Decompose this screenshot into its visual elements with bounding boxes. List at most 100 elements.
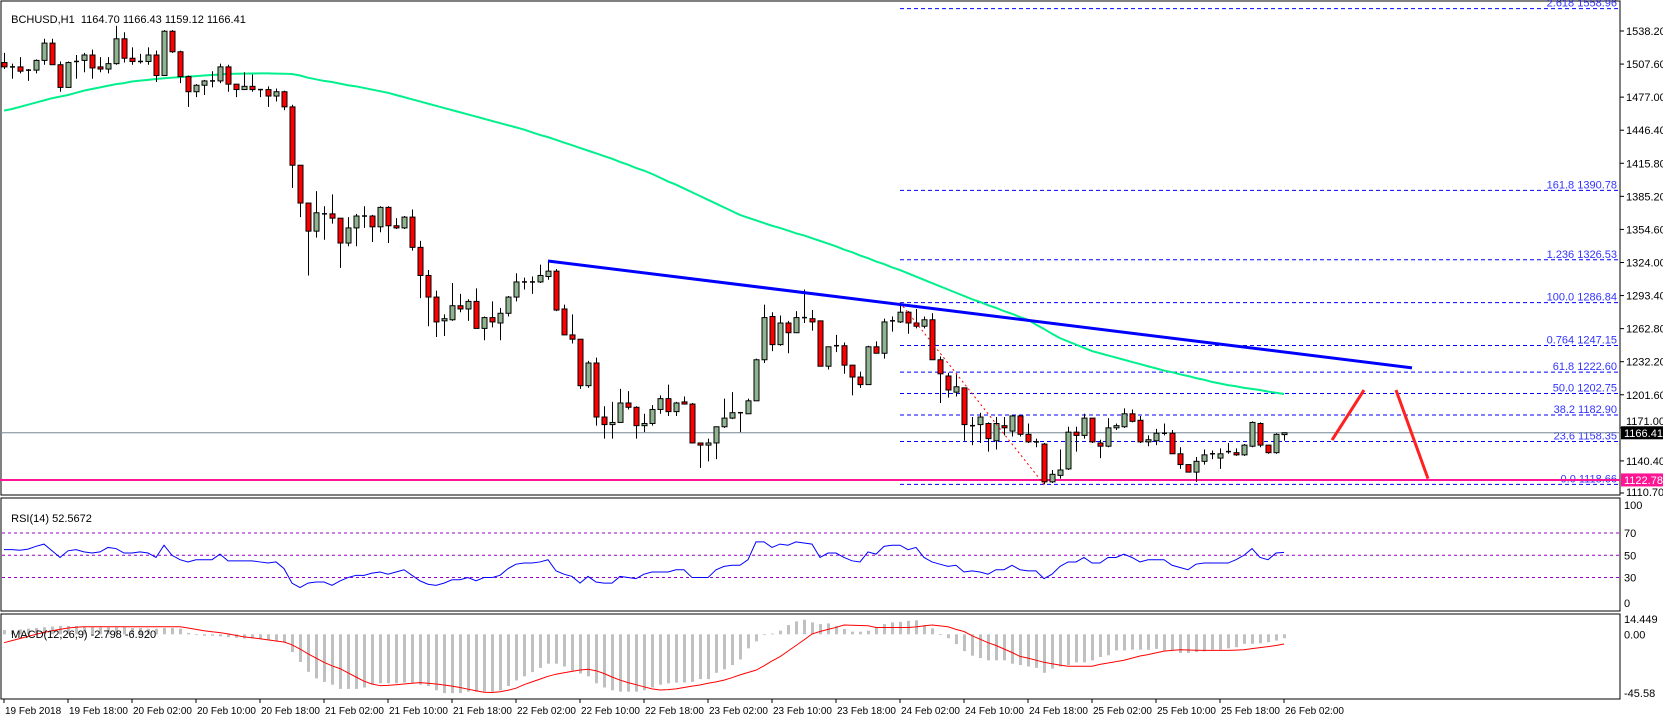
candle-body <box>249 85 256 91</box>
macd-main: -2.798 <box>90 629 122 641</box>
macd-histogram-bar <box>491 634 494 692</box>
candle <box>1185 464 1192 473</box>
time-tick-label: 23 Feb 10:00 <box>773 706 832 717</box>
candle <box>1217 448 1224 469</box>
candle-body <box>1185 464 1192 473</box>
candle-body <box>817 320 824 367</box>
fib-level-label: 2.618 1558.96 <box>1547 0 1617 10</box>
candle-body <box>1233 452 1240 456</box>
macd-histogram-bar <box>403 634 406 683</box>
candle-body <box>177 51 184 78</box>
macd-histogram-bar <box>763 634 766 636</box>
rsi-tick-label: 0 <box>1624 598 1630 610</box>
candle <box>593 357 600 426</box>
candle-body <box>1001 425 1008 429</box>
candle-body <box>633 406 640 427</box>
macd-histogram-bar <box>723 634 726 670</box>
macd-histogram-bar <box>635 634 638 692</box>
candle <box>273 88 280 102</box>
macd-histogram-bar <box>219 634 222 637</box>
candle <box>609 401 616 439</box>
candle-body <box>593 362 600 418</box>
projection-arrow-line <box>1394 389 1430 480</box>
candle <box>138 53 143 64</box>
candle <box>689 402 696 444</box>
candle <box>1273 433 1280 454</box>
candle-body <box>41 42 48 61</box>
candle-body <box>1241 444 1248 456</box>
macd-histogram-bar <box>171 628 174 635</box>
candle-body <box>873 346 880 354</box>
projection-arrow-line <box>1330 389 1366 441</box>
candle-body <box>545 270 552 278</box>
macd-histogram-bar <box>659 634 662 685</box>
macd-histogram-bar <box>1003 634 1006 661</box>
candle <box>1 52 8 70</box>
fib-level-label: 1.236 1326.53 <box>1547 249 1617 261</box>
time-tick-label: 24 Feb 02:00 <box>901 706 960 717</box>
candle-body <box>49 42 56 66</box>
macd-histogram-bar <box>19 629 22 635</box>
macd-histogram-bar <box>467 634 470 692</box>
candle-body <box>977 416 984 426</box>
candle-body <box>313 212 320 232</box>
macd-histogram-bar <box>971 634 974 656</box>
candle-body <box>1249 421 1256 447</box>
candle-body <box>665 398 672 413</box>
candle-body <box>921 319 928 327</box>
candle-body <box>217 66 224 82</box>
macd-histogram-bar <box>515 634 518 681</box>
candle <box>425 270 432 327</box>
macd-histogram-bar <box>1195 634 1198 653</box>
candle-body <box>673 402 680 413</box>
candle <box>1041 442 1048 485</box>
macd-histogram-bar <box>91 626 94 635</box>
price-tick-label: 1354.60 <box>1626 224 1663 236</box>
macd-histogram-bar <box>43 627 46 635</box>
time-tick-label: 19 Feb 18:00 <box>69 706 128 717</box>
candle <box>1281 432 1288 441</box>
macd-histogram-bar <box>75 625 78 635</box>
candle <box>673 401 680 416</box>
candle-body <box>537 274 544 283</box>
candle-body <box>721 417 728 428</box>
candle <box>161 30 168 77</box>
macd-histogram-bar <box>139 628 142 635</box>
candle <box>33 59 40 74</box>
macd-histogram-bar <box>443 634 446 694</box>
candle-body <box>121 38 128 59</box>
candle-body <box>793 317 800 334</box>
macd-histogram-bar <box>107 627 110 635</box>
macd-histogram-bar <box>99 627 102 635</box>
candle-body <box>345 227 352 244</box>
candle-body <box>377 206 384 228</box>
candle-body <box>353 215 360 229</box>
macd-histogram-bar <box>459 634 462 694</box>
candle-body <box>425 274 432 298</box>
candle <box>1009 414 1016 437</box>
candle-body <box>1265 444 1272 454</box>
candle <box>1241 444 1248 456</box>
candle <box>337 217 344 268</box>
fib-swing-line <box>899 302 1045 485</box>
candle <box>553 268 560 312</box>
candle <box>1001 417 1008 436</box>
candle-body <box>561 308 568 336</box>
macd-histogram-bar <box>83 626 86 635</box>
candle <box>633 406 640 439</box>
candle-body <box>497 312 504 324</box>
candle-body <box>1009 415 1016 432</box>
candle <box>825 346 832 370</box>
candle <box>65 61 72 88</box>
macd-histogram-bar <box>1219 634 1222 650</box>
candle-body <box>161 30 168 77</box>
macd-histogram-bar <box>1187 634 1190 654</box>
fib-level-label: 61.8 1222.60 <box>1553 361 1617 373</box>
candle-body <box>705 442 712 446</box>
time-tick-label: 20 Feb 18:00 <box>261 706 320 717</box>
macd-histogram-bar <box>587 634 590 677</box>
candle <box>802 289 807 324</box>
candles <box>1 25 1288 485</box>
macd-histogram-bar <box>867 630 870 635</box>
